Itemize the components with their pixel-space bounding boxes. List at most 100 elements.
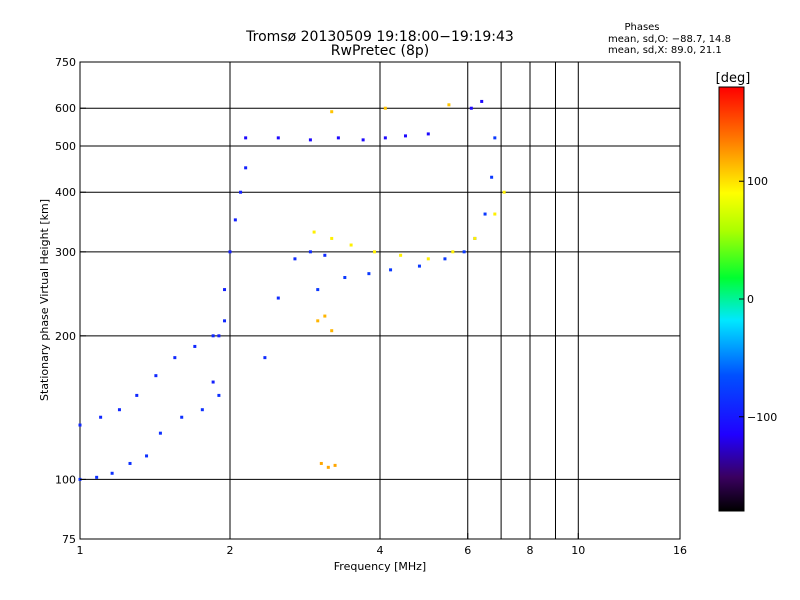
phase-box-line-o: mean, sd,O: −88.7, 14.8 bbox=[608, 34, 731, 45]
x-tick-label: 4 bbox=[377, 544, 384, 557]
data-point bbox=[135, 393, 139, 397]
data-point bbox=[490, 175, 494, 179]
data-point bbox=[211, 334, 215, 338]
y-tick-label: 750 bbox=[55, 56, 76, 69]
data-point bbox=[502, 190, 506, 194]
data-point bbox=[173, 356, 177, 360]
data-point bbox=[483, 212, 487, 216]
data-point bbox=[128, 461, 132, 465]
grid-lines bbox=[80, 62, 680, 539]
data-point bbox=[95, 475, 99, 479]
data-point bbox=[330, 110, 334, 114]
data-point bbox=[469, 106, 473, 110]
colorbar-label: [deg] bbox=[716, 71, 751, 86]
y-tick-label: 500 bbox=[55, 140, 76, 153]
colorbar-tick-label: −100 bbox=[747, 411, 777, 424]
data-point bbox=[154, 374, 158, 378]
data-point bbox=[145, 454, 149, 458]
data-points bbox=[78, 99, 506, 481]
data-point bbox=[330, 329, 334, 333]
data-point bbox=[343, 276, 347, 280]
data-point bbox=[443, 257, 447, 261]
data-point bbox=[211, 380, 215, 384]
data-point bbox=[308, 250, 312, 254]
data-point bbox=[330, 236, 334, 240]
data-point bbox=[367, 272, 371, 276]
data-point bbox=[110, 471, 114, 475]
y-axis-label: Stationary phase Virtual Height [km] bbox=[38, 199, 51, 401]
data-point bbox=[323, 314, 327, 318]
data-point bbox=[493, 136, 497, 140]
x-axis-ticks: 1 2 4 6 8 10 16 bbox=[77, 533, 687, 557]
data-point bbox=[336, 136, 340, 140]
phase-box-line-x: mean, sd,X: 89.0, 21.1 bbox=[608, 45, 722, 56]
data-point bbox=[403, 134, 407, 138]
y-tick-label: 400 bbox=[55, 186, 76, 199]
y-axis-ticks: 75 100 200 300 400 500 600 750 bbox=[55, 56, 86, 546]
data-point bbox=[244, 166, 248, 170]
data-point bbox=[373, 250, 377, 254]
data-point bbox=[217, 393, 221, 397]
data-point bbox=[223, 288, 227, 292]
data-point bbox=[200, 408, 204, 412]
data-point bbox=[426, 257, 430, 261]
data-point bbox=[276, 136, 280, 140]
data-point bbox=[426, 132, 430, 136]
data-point bbox=[193, 344, 197, 348]
data-point bbox=[158, 431, 162, 435]
data-point bbox=[217, 334, 221, 338]
x-tick-label: 16 bbox=[673, 544, 687, 557]
data-point bbox=[383, 106, 387, 110]
colorbar-tick-label: 0 bbox=[747, 293, 754, 306]
data-point bbox=[323, 253, 327, 257]
data-point bbox=[462, 250, 466, 254]
y-tick-label: 600 bbox=[55, 102, 76, 115]
data-point bbox=[349, 243, 353, 247]
data-point bbox=[361, 138, 365, 142]
data-point bbox=[293, 257, 297, 261]
phase-box-title: Phases bbox=[624, 22, 659, 33]
data-point bbox=[263, 356, 267, 360]
x-tick-label: 10 bbox=[571, 544, 585, 557]
colorbar-tick-label: 100 bbox=[747, 175, 768, 188]
colorbar-ticks: 100 0 −100 bbox=[739, 175, 777, 424]
data-point bbox=[312, 230, 316, 234]
y-tick-label: 200 bbox=[55, 330, 76, 343]
data-point bbox=[417, 264, 421, 268]
data-point bbox=[451, 250, 455, 254]
data-point bbox=[117, 408, 121, 412]
data-point bbox=[399, 253, 403, 257]
chart-subtitle: RwPretec (8p) bbox=[331, 43, 429, 59]
x-tick-label: 1 bbox=[77, 544, 84, 557]
data-point bbox=[78, 423, 82, 427]
data-point bbox=[308, 138, 312, 142]
x-tick-label: 2 bbox=[227, 544, 234, 557]
data-point bbox=[493, 212, 497, 216]
data-point bbox=[99, 415, 103, 419]
data-point bbox=[473, 236, 477, 240]
data-point bbox=[233, 218, 237, 222]
data-point bbox=[319, 461, 323, 465]
data-point bbox=[333, 463, 337, 467]
data-point bbox=[316, 288, 320, 292]
data-point bbox=[239, 190, 243, 194]
x-axis-label: Frequency [MHz] bbox=[334, 560, 426, 573]
y-tick-label: 300 bbox=[55, 246, 76, 259]
data-point bbox=[276, 296, 280, 300]
x-tick-label: 6 bbox=[464, 544, 471, 557]
data-point bbox=[326, 465, 330, 469]
data-point bbox=[447, 103, 451, 107]
y-tick-label: 75 bbox=[62, 533, 76, 546]
data-point bbox=[383, 136, 387, 140]
x-tick-label: 8 bbox=[527, 544, 534, 557]
data-point bbox=[244, 136, 248, 140]
data-point bbox=[223, 319, 227, 323]
data-point bbox=[480, 99, 484, 103]
data-point bbox=[180, 415, 184, 419]
y-tick-label: 100 bbox=[55, 473, 76, 486]
data-point bbox=[389, 268, 393, 272]
chart-title: Tromsø 20130509 19:18:00−19:19:43 bbox=[245, 29, 514, 45]
data-point bbox=[228, 250, 232, 254]
data-point bbox=[316, 319, 320, 323]
